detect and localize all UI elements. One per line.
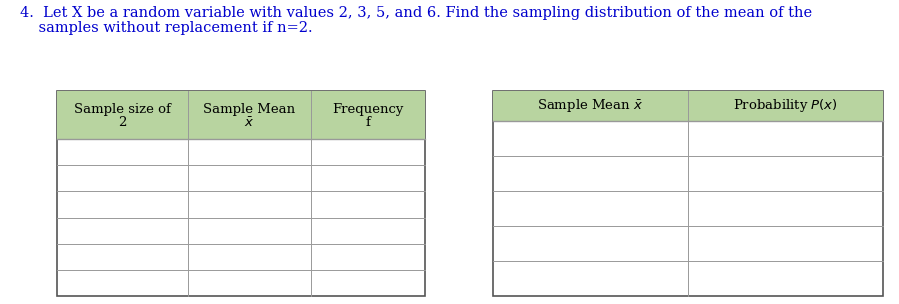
Text: Sample Mean: Sample Mean — [203, 102, 296, 116]
Text: 2: 2 — [118, 116, 127, 130]
Text: Frequency: Frequency — [333, 102, 404, 116]
Text: Sample size of: Sample size of — [74, 102, 171, 116]
Text: f: f — [366, 116, 370, 130]
Bar — [493, 91, 883, 296]
Bar — [493, 91, 883, 121]
Bar — [57, 91, 425, 296]
Text: 4.  Let X be a random variable with values 2, 3, 5, and 6. Find the sampling dis: 4. Let X be a random variable with value… — [20, 6, 812, 20]
Text: $\bar{x}$: $\bar{x}$ — [245, 116, 254, 130]
Text: Probability $P(x)$: Probability $P(x)$ — [733, 98, 838, 115]
Bar — [57, 91, 425, 139]
Text: samples without replacement if n=2.: samples without replacement if n=2. — [20, 21, 313, 35]
Text: Sample Mean $\bar{x}$: Sample Mean $\bar{x}$ — [538, 98, 644, 115]
